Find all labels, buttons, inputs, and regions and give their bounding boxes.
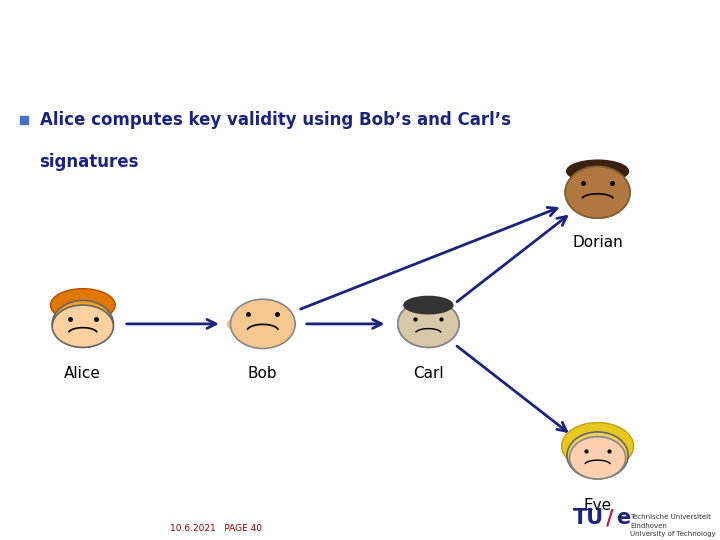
Text: Carl: Carl	[413, 366, 444, 381]
Text: Chaining Key Validity: Chaining Key Validity	[18, 29, 302, 53]
Ellipse shape	[567, 432, 628, 479]
Ellipse shape	[562, 422, 634, 469]
Text: TU: TU	[572, 508, 603, 528]
Ellipse shape	[565, 166, 630, 218]
Text: Dorian: Dorian	[572, 234, 623, 249]
Text: Technische Universiteit
Eindhoven
University of Technology: Technische Universiteit Eindhoven Univer…	[630, 514, 716, 537]
Text: signatures: signatures	[40, 153, 139, 171]
Ellipse shape	[397, 300, 459, 347]
Ellipse shape	[567, 169, 628, 216]
Ellipse shape	[230, 299, 295, 348]
Text: Alice: Alice	[64, 366, 102, 381]
Ellipse shape	[52, 305, 114, 347]
Ellipse shape	[52, 300, 114, 347]
Ellipse shape	[397, 300, 459, 347]
Ellipse shape	[566, 159, 629, 183]
Ellipse shape	[50, 289, 115, 321]
Text: Bob: Bob	[248, 366, 278, 381]
Text: e: e	[616, 508, 631, 528]
Ellipse shape	[570, 437, 626, 479]
Ellipse shape	[565, 166, 630, 218]
Ellipse shape	[403, 296, 454, 314]
Text: 10.6.2021   PAGE 40: 10.6.2021 PAGE 40	[170, 524, 262, 533]
Polygon shape	[490, 0, 720, 70]
Text: /: /	[606, 508, 614, 528]
Ellipse shape	[232, 300, 294, 347]
Text: Alice computes key validity using Bob’s and Carl’s: Alice computes key validity using Bob’s …	[40, 111, 510, 129]
Text: Eve: Eve	[583, 498, 612, 512]
